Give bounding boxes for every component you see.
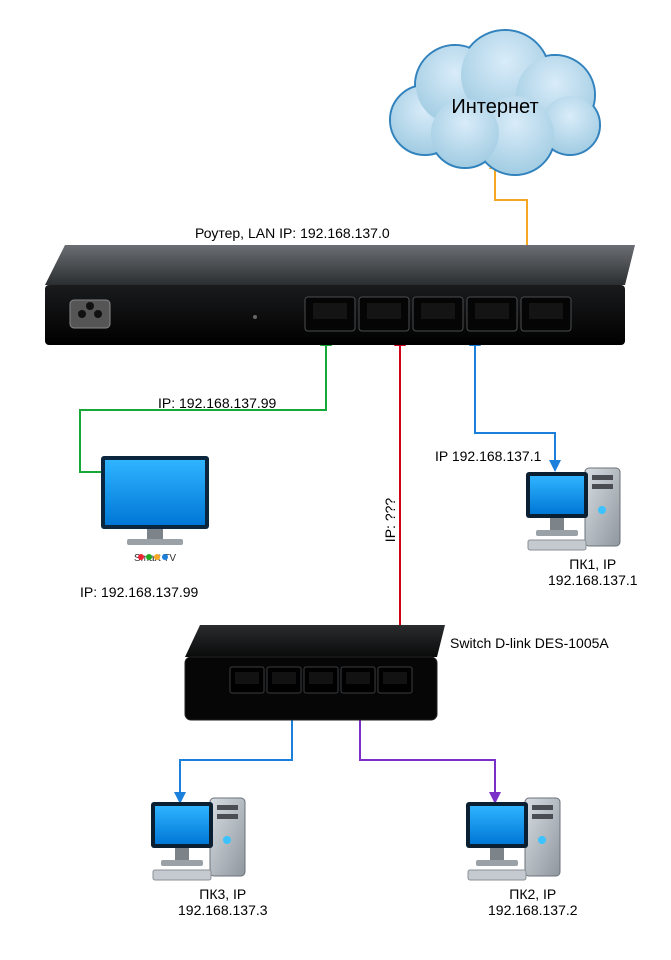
wire-router-pc1-label: IP 192.168.137.1 <box>435 448 541 464</box>
network-diagram: Интернет Smart TV Роутер, LAN IP: 192.168… <box>0 0 671 960</box>
pc1 <box>526 468 620 550</box>
pc3-label: ПК3, IP192.168.137.3 <box>178 886 268 918</box>
switch-device <box>185 625 445 720</box>
pc2-label: ПК2, IP192.168.137.2 <box>488 886 578 918</box>
wire-router-tv-label: IP: 192.168.137.99 <box>158 395 276 411</box>
wire-switch-pc3 <box>180 713 292 798</box>
pc2 <box>466 798 560 880</box>
svg-canvas: Интернет Smart TV <box>0 0 671 960</box>
router-label: Роутер, LAN IP: 192.168.137.0 <box>195 225 390 241</box>
wire-router-switch-label: IP: ??? <box>382 498 398 542</box>
pc3 <box>151 798 245 880</box>
router-device <box>45 245 635 345</box>
switch-label: Switch D-link DES-1005A <box>450 635 609 651</box>
pc1-label: ПК1, IP192.168.137.1 <box>548 556 638 588</box>
svg-text:Интернет: Интернет <box>451 96 538 118</box>
smart-tv: Smart TV <box>101 456 209 564</box>
internet-cloud: Интернет <box>390 30 600 175</box>
wire-switch-pc2 <box>360 713 495 798</box>
tv-ip-label: IP: 192.168.137.99 <box>80 584 198 600</box>
